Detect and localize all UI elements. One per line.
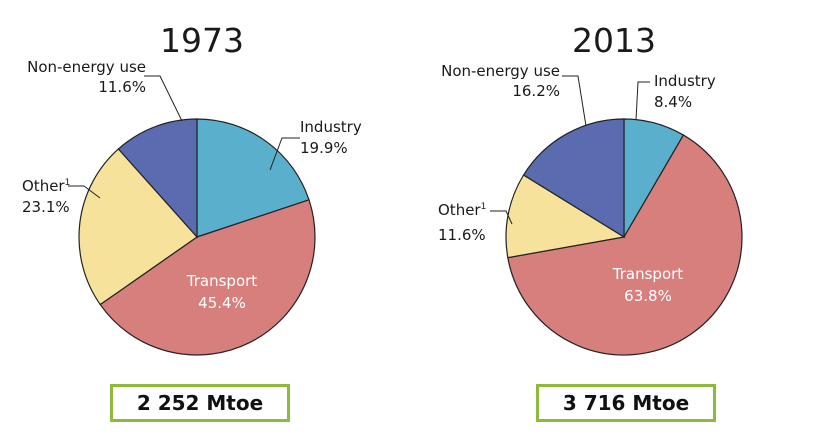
slice-label-other: Other1: [438, 201, 486, 219]
chart-title: 1973: [160, 21, 244, 60]
slice-value-industry: 8.4%: [654, 93, 692, 111]
chart-title: 2013: [572, 21, 656, 60]
chart-2013: 2013 Non-energy use 16.2% Industry 8.4% …: [438, 21, 743, 356]
slice-label-other: Other1: [22, 177, 70, 195]
slice-label-transport: Transport: [186, 272, 258, 290]
pie-slice-non-energy-use: [522, 118, 625, 239]
total-energy-2013: 3 716 Mtoe: [536, 384, 716, 422]
slice-value-non-energy-use: 16.2%: [512, 82, 560, 100]
slice-value-industry: 19.9%: [300, 139, 348, 157]
slice-value-transport: 63.8%: [624, 287, 672, 305]
slice-label-other-text: Other: [22, 177, 65, 195]
pie-slice-transport: [507, 134, 743, 356]
leader-non-energy-use: [144, 75, 183, 122]
footnote-marker: 1: [65, 178, 71, 188]
slice-label-transport: Transport: [612, 265, 684, 283]
chart-1973: 1973 Non-energy use 11.6% Industry 19.9%…: [22, 21, 362, 356]
slice-value-other: 23.1%: [22, 198, 70, 216]
leader-other: [68, 185, 101, 199]
footnote-marker: 1: [481, 202, 487, 212]
leader-non-energy-use: [562, 75, 587, 127]
pie-slice-transport: [99, 199, 316, 356]
slice-value-non-energy-use: 11.6%: [98, 78, 146, 96]
pie-slice-other: [78, 148, 198, 306]
leader-industry: [269, 137, 300, 171]
leader-other: [490, 210, 513, 225]
slice-value-transport: 45.4%: [198, 294, 246, 312]
slice-label-other-text: Other: [438, 201, 481, 219]
leader-industry: [635, 81, 650, 121]
pie-2013: [505, 118, 743, 356]
slice-label-non-energy-use: Non-energy use: [441, 62, 560, 80]
slice-value-other: 11.6%: [438, 226, 486, 244]
pie-slice-industry: [196, 118, 310, 238]
total-energy-1973: 2 252 Mtoe: [110, 384, 290, 422]
slice-label-industry: Industry: [654, 72, 716, 90]
pie-slice-non-energy-use: [117, 118, 198, 239]
slice-label-industry: Industry: [300, 118, 362, 136]
pie-1973: [78, 118, 316, 356]
slice-label-non-energy-use: Non-energy use: [27, 58, 146, 76]
